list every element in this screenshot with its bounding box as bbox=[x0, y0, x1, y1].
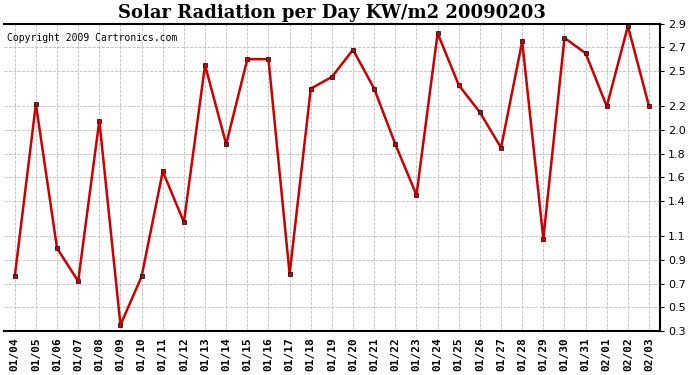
Text: Copyright 2009 Cartronics.com: Copyright 2009 Cartronics.com bbox=[8, 33, 178, 43]
Title: Solar Radiation per Day KW/m2 20090203: Solar Radiation per Day KW/m2 20090203 bbox=[118, 4, 546, 22]
